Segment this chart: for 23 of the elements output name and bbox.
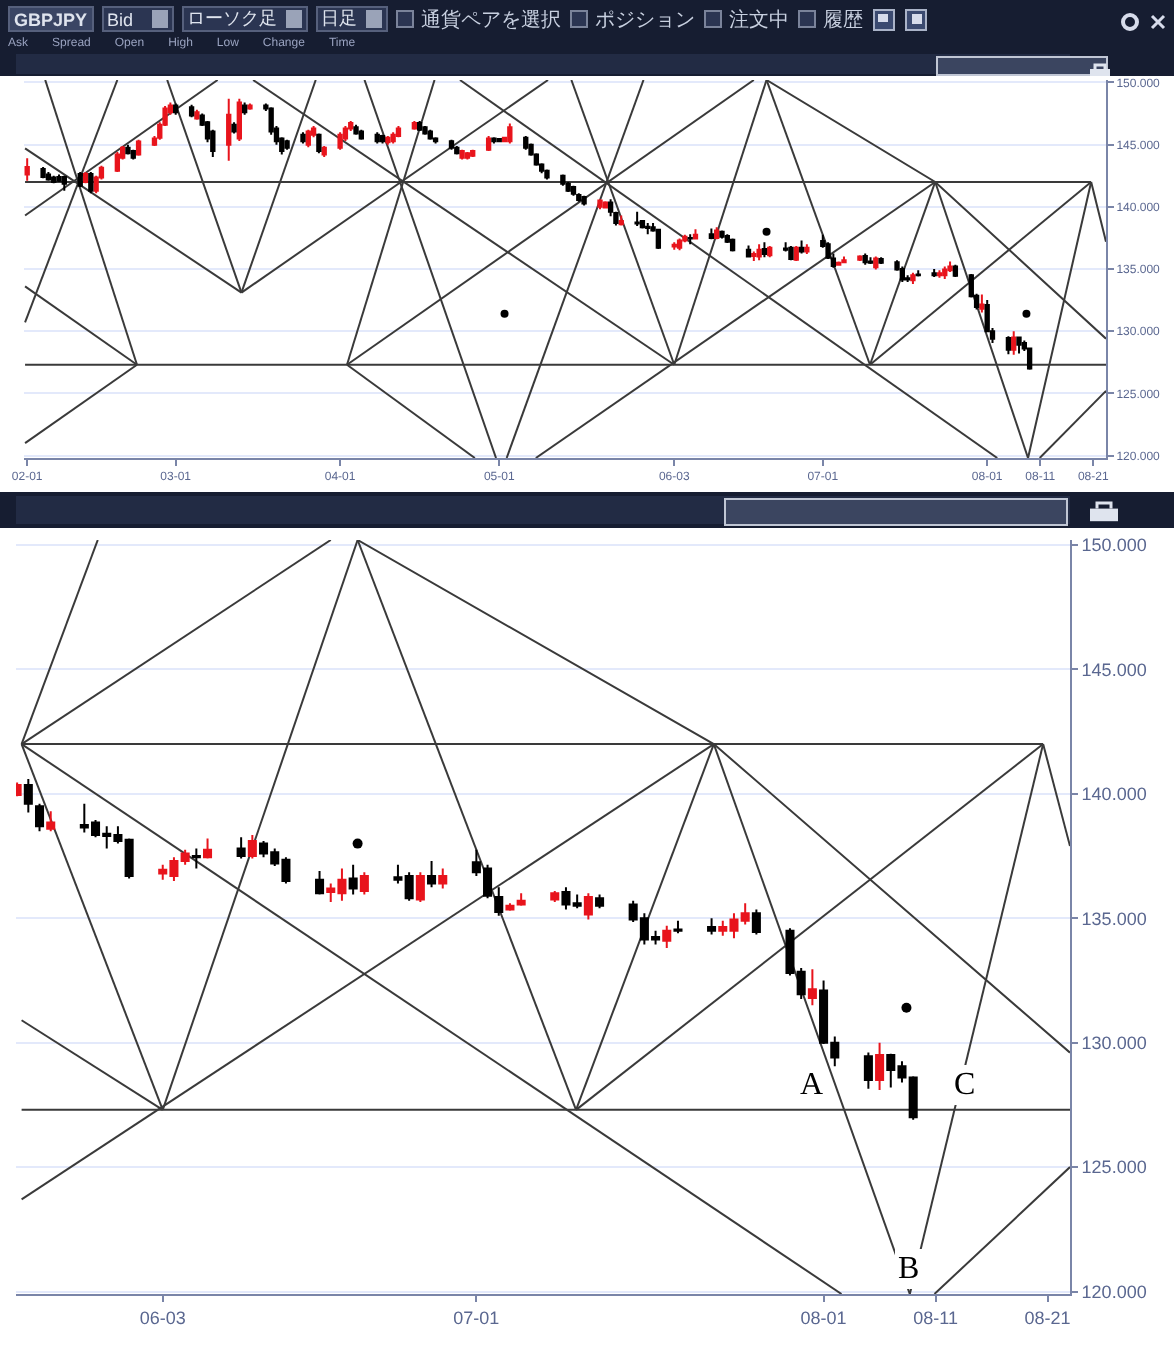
- x-tick-label: 08-01: [800, 1307, 847, 1328]
- y-tick-label: 140.000: [1081, 784, 1147, 805]
- text: ポジション: [595, 7, 696, 33]
- text: ローソク足: [187, 6, 278, 32]
- x-tick-label: 06-03: [139, 1307, 186, 1328]
- text: 注文中: [729, 7, 790, 33]
- y-tick-label: 150.000: [1081, 535, 1147, 556]
- y-tick-label: 120.000: [1081, 1281, 1147, 1302]
- text: GBPJPY: [8, 6, 94, 32]
- y-tick-label: 130.000: [1081, 1032, 1147, 1053]
- annotation: B: [898, 1252, 920, 1286]
- annotation: A: [800, 1068, 824, 1102]
- x-tick-label: 08-21: [1024, 1307, 1071, 1328]
- x-tick-label: 07-01: [453, 1307, 500, 1328]
- annotation: C: [954, 1068, 976, 1102]
- y-tick-label: 125.000: [1081, 1157, 1147, 1178]
- x-tick-label: 08-11: [913, 1307, 958, 1328]
- y-tick-label: 135.000: [1081, 908, 1147, 929]
- text: 履歴: [823, 7, 864, 33]
- text: 通貨ペアを選択: [421, 7, 562, 33]
- text: 日足: [321, 6, 358, 32]
- text: Bid: [107, 9, 136, 29]
- y-tick-label: 145.000: [1081, 659, 1147, 680]
